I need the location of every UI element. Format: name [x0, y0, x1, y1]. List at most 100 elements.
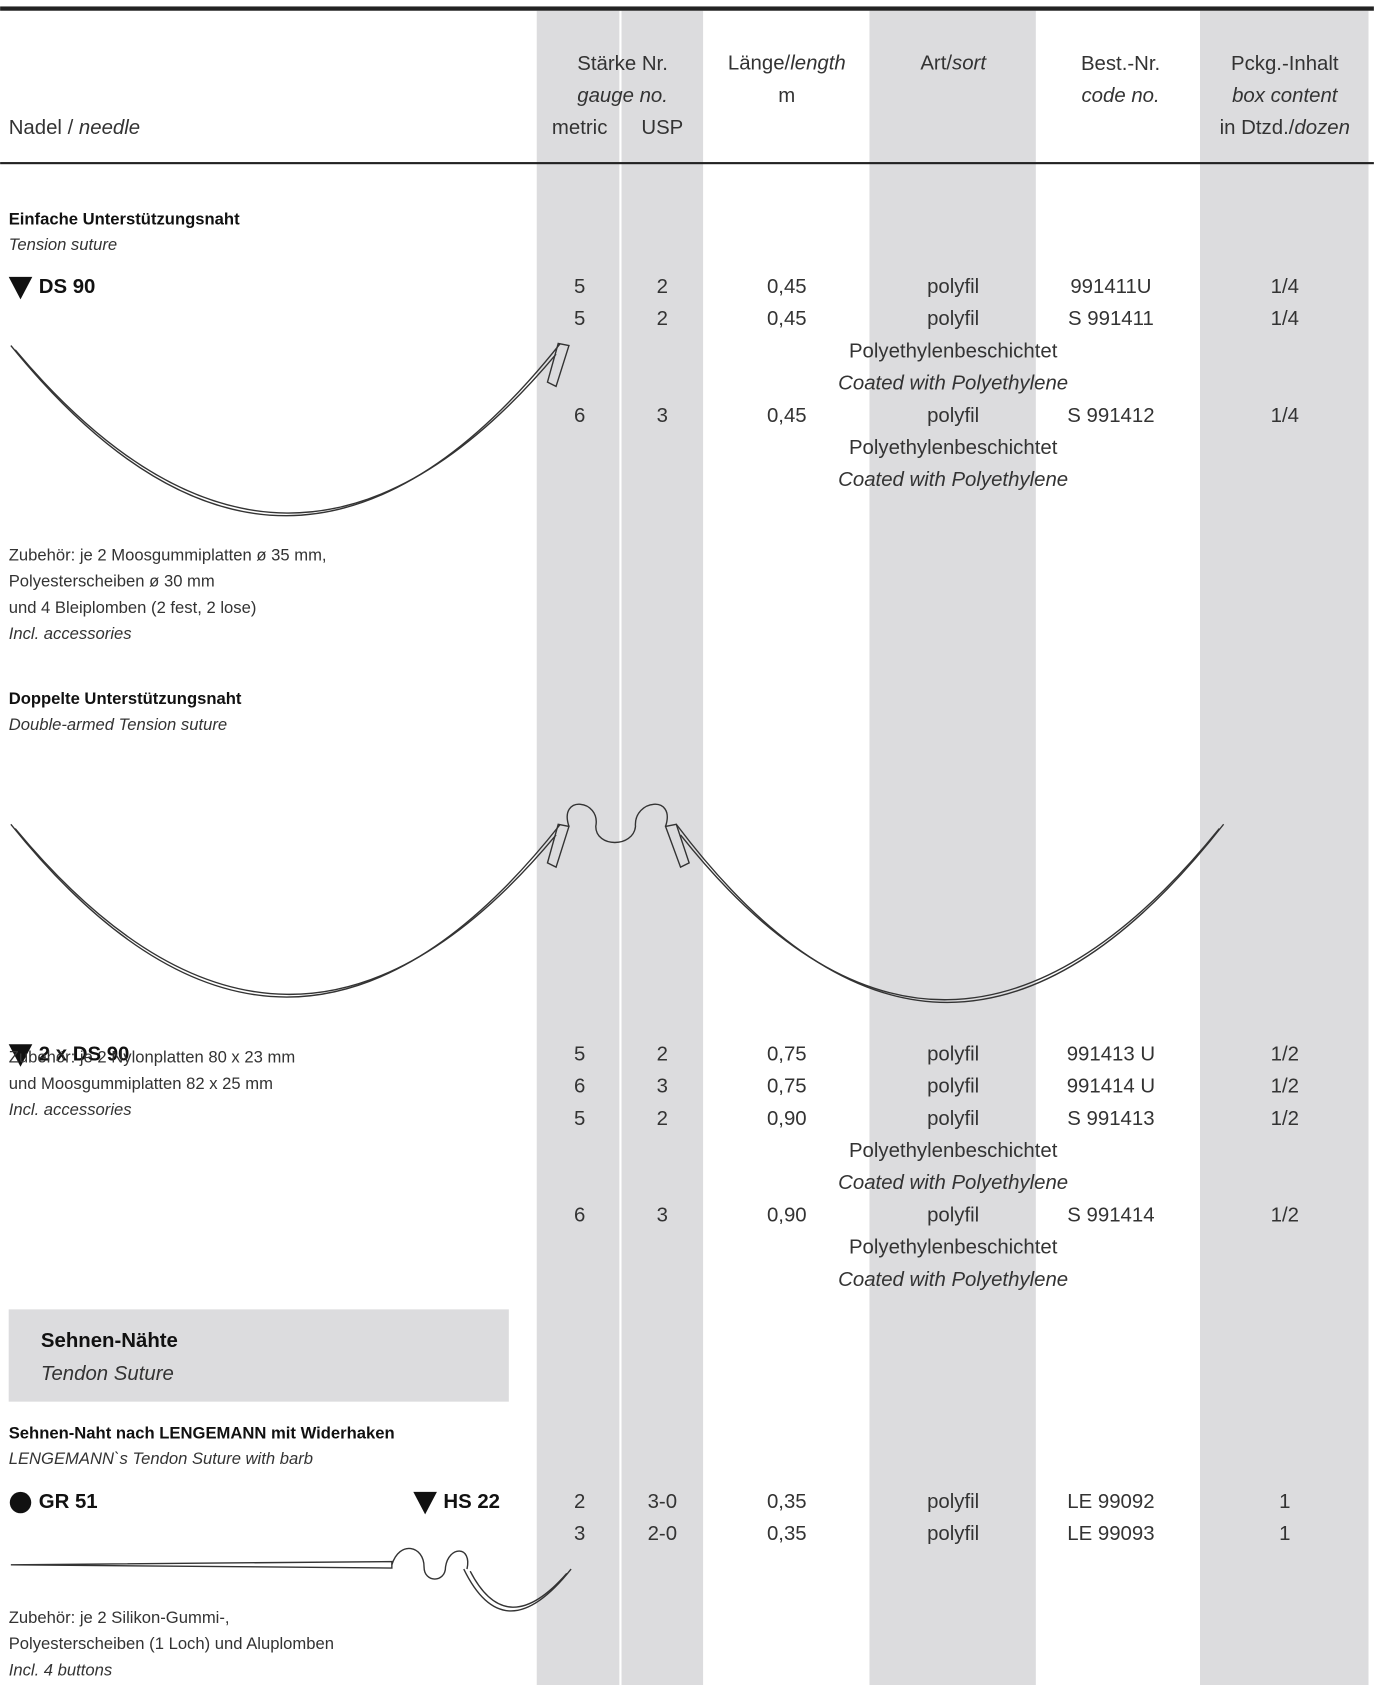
table-cell: 1: [1279, 1523, 1290, 1545]
header-de: Nadel /: [9, 117, 79, 139]
table-cell: 1/4: [1271, 308, 1299, 330]
header-en: gauge no.: [577, 85, 668, 107]
needle-drawings: [10, 342, 1225, 1612]
table-cell: S 991411: [1068, 308, 1154, 330]
table-cell: polyfil: [927, 1076, 979, 1098]
table-cell: polyfil: [927, 276, 979, 298]
table-cell: 1/4: [1271, 405, 1299, 427]
column-bands: [536, 10, 1369, 1685]
box-unit-header: in Dtzd./dozen: [1220, 117, 1350, 139]
table-cell: 3-0: [648, 1491, 677, 1513]
table-cell: 5: [574, 308, 585, 330]
table-cell: 1/2: [1271, 1076, 1299, 1098]
needle-marker: [8, 276, 33, 300]
needle-drawing: [664, 823, 690, 869]
table-cell: 0,35: [767, 1523, 807, 1545]
header-de: in Dtzd./: [1220, 117, 1295, 139]
accessory-note: Incl. 4 buttons: [9, 1660, 113, 1679]
band-usp: [621, 10, 704, 1685]
accessory-note: Incl. accessories: [9, 624, 132, 643]
table-cell: 2: [657, 308, 668, 330]
coating-note: Polyethylenbeschichtet: [849, 1237, 1058, 1259]
table-cell: 2: [574, 1491, 585, 1513]
table-cell: 1/2: [1271, 1204, 1299, 1226]
table-cell: 1/2: [1271, 1043, 1299, 1065]
category-subtitle: Tendon Suture: [41, 1363, 174, 1385]
needle-marker: [8, 1044, 33, 1067]
coating-note: Coated with Polyethylene: [838, 1269, 1068, 1291]
table-cell: 2: [657, 1043, 668, 1065]
section-title: Einfache Unterstützungsnaht: [9, 209, 240, 228]
section-title: Doppelte Unterstützungsnaht: [9, 689, 242, 708]
category-box: [8, 1309, 509, 1402]
coating-note: Coated with Polyethylene: [838, 373, 1068, 395]
table-cell: 6: [574, 1076, 585, 1098]
table-cell: S 991414: [1067, 1204, 1154, 1226]
table-cell: polyfil: [927, 405, 979, 427]
table-cell: 991411U: [1070, 276, 1151, 298]
sort-header: Art/sort: [920, 53, 987, 75]
table-cell: LE 99092: [1067, 1491, 1154, 1513]
needle-name: DS 90: [39, 276, 96, 298]
table-cell: polyfil: [927, 308, 979, 330]
table-cell: 3: [657, 1204, 668, 1226]
band-box: [1200, 10, 1369, 1685]
header-rule: [0, 162, 1374, 165]
section-subtitle: Double-armed Tension suture: [9, 715, 227, 734]
table-cell: polyfil: [927, 1043, 979, 1065]
table-cell: 2: [657, 1108, 668, 1130]
table-cell: 0,45: [767, 308, 807, 330]
table-cell: 2: [657, 276, 668, 298]
coating-note: Coated with Polyethylene: [838, 469, 1068, 491]
table-cell: 1/2: [1271, 1108, 1299, 1130]
table-cell: 0,45: [767, 405, 807, 427]
table-cell: 1: [1279, 1491, 1290, 1513]
table-cell: 991414 U: [1067, 1076, 1155, 1098]
accessory-note: Zubehör: je 2 Silikon-Gummi-,: [9, 1608, 230, 1627]
table-cell: S 991412: [1067, 405, 1154, 427]
accessory-note: Polyesterscheiben (1 Loch) und Aluplombe…: [9, 1634, 334, 1653]
length-header: Länge/length: [728, 53, 846, 75]
coating-note: Polyethylenbeschichtet: [849, 1140, 1058, 1162]
table-cell: 2-0: [648, 1523, 677, 1545]
table-cell: 3: [657, 405, 668, 427]
table-cell: 6: [574, 1204, 585, 1226]
table-cell: 0,35: [767, 1491, 807, 1513]
table-cell: polyfil: [927, 1491, 979, 1513]
table-cell: polyfil: [927, 1204, 979, 1226]
table-cell: 0,90: [767, 1108, 807, 1130]
needle-drawing: [463, 1568, 572, 1612]
needle-drawing: [469, 1570, 568, 1608]
header-en: code no.: [1082, 85, 1160, 107]
needle-drawing: [10, 1560, 393, 1569]
accessory-note: Incl. accessories: [9, 1100, 132, 1119]
header-sub: m: [778, 85, 795, 107]
content: Einfache Unterstützungsnaht Tension sutur…: [8, 209, 1299, 1679]
top-rule: [0, 6, 1374, 11]
table-cell: 5: [574, 1108, 585, 1130]
needle-header: Nadel / needle: [9, 117, 140, 139]
table-cell: 5: [574, 276, 585, 298]
needle-name: 2 x DS 90: [39, 1043, 130, 1065]
needle-drawing: [10, 343, 561, 517]
header-en: needle: [79, 117, 140, 139]
accessory-note: und 4 Bleiplomben (2 fest, 2 lose): [9, 598, 257, 617]
table-cell: 0,75: [767, 1076, 807, 1098]
table-cell: 991413 U: [1067, 1043, 1155, 1065]
header-en: box content: [1232, 85, 1339, 107]
header-de: Länge/: [728, 53, 791, 75]
header-en: dozen: [1294, 117, 1350, 139]
table-cell: 3: [657, 1076, 668, 1098]
section-subtitle: LENGEMANN`s Tendon Suture with barb: [9, 1449, 313, 1468]
header-sub: USP: [641, 117, 683, 139]
table-cell: LE 99093: [1067, 1523, 1154, 1545]
needle-drawing: [14, 349, 557, 514]
needle-drawing: [546, 823, 570, 869]
needle-name: HS 22: [443, 1491, 500, 1513]
needle-drawing: [680, 828, 1220, 1001]
accessory-note: Zubehör: je 2 Moosgummiplatten ø 35 mm,: [9, 545, 327, 564]
table-cell: polyfil: [927, 1523, 979, 1545]
accessory-note: Polyesterscheiben ø 30 mm: [9, 572, 215, 591]
